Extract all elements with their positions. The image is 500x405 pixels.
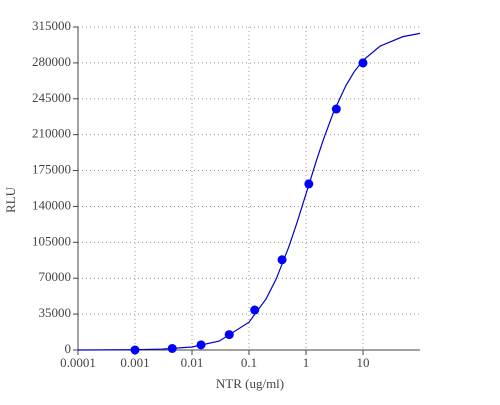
data-point [250,305,260,315]
y-tick-label: 315000 [32,18,71,33]
data-point [224,330,234,340]
x-tick-label: 1 [303,355,310,370]
y-tick-label: 70000 [39,269,72,284]
data-point [304,179,314,189]
data-point [196,340,206,350]
x-tick-label: 0.001 [120,355,149,370]
y-tick-label: 245000 [32,90,71,105]
data-point [130,345,140,355]
data-point [277,255,287,265]
x-tick-label: 10 [357,355,370,370]
y-tick-label: 105000 [32,233,71,248]
data-point [358,58,368,68]
y-tick-label: 175000 [32,162,71,177]
y-tick-label: 210000 [32,126,71,141]
data-point [331,104,341,114]
y-tick-label: 0 [65,341,72,356]
data-point [167,343,177,353]
x-axis-title: NTR (ug/ml) [216,376,284,391]
y-tick-label: 140000 [32,197,71,212]
x-tick-label: 0.01 [181,355,204,370]
x-tick-label: 0.0001 [60,355,96,370]
y-axis-title: RLU [3,186,18,213]
y-tick-label: 280000 [32,54,71,69]
y-tick-label: 35000 [39,305,72,320]
x-tick-label: 0.1 [241,355,257,370]
